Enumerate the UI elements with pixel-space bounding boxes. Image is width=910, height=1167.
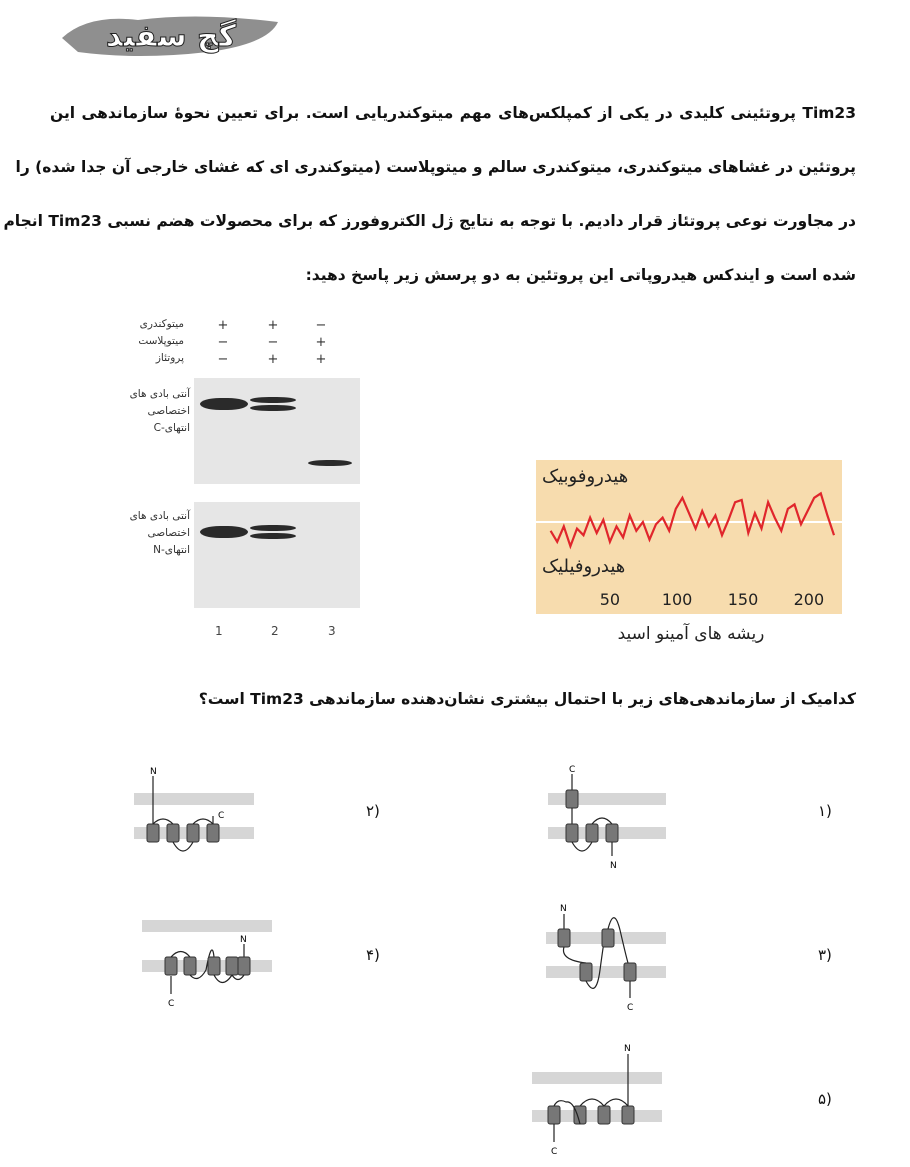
- x-axis-label: ریشه های آمینو اسید: [617, 624, 765, 644]
- band-lane2-c-upper: [250, 397, 296, 403]
- x-tick-label: 100: [661, 590, 693, 609]
- outer-membrane: [134, 793, 254, 805]
- helix: [565, 789, 579, 809]
- blot-row-label-mitochondria: میتوکندری: [139, 318, 184, 330]
- blot-row-label-mitoplast: میتوپلاست: [138, 335, 184, 347]
- lane-label-2: 2: [271, 624, 279, 638]
- n-terminal-antibody-label: آنتی بادی های اختصاصی انتهای-N: [129, 510, 190, 556]
- blot-sign: +: [315, 352, 327, 367]
- option-5-number[interactable]: ۵): [818, 1090, 832, 1108]
- option-1-number[interactable]: ۱): [818, 802, 832, 820]
- blot-sign: +: [315, 335, 327, 350]
- band-lane1-n: [200, 526, 248, 538]
- blot-sign: −: [217, 352, 229, 367]
- x-tick-label: 200: [793, 590, 825, 609]
- hydropathy-chart: هیدروفوبیک هیدروفیلیک 50 100 150 200 ریشه ه…: [536, 460, 846, 650]
- band-lane2-c-lower: [250, 405, 296, 411]
- n-terminus-label: N: [150, 767, 157, 777]
- lane-label-1: 1: [215, 624, 223, 638]
- intro-line-3: در مجاورت نوعی پروتئاز قرار دادیم. با تو…: [3, 212, 856, 230]
- logo-text: گچ سفید: [106, 18, 237, 54]
- blot-sign: +: [267, 352, 279, 367]
- option-3-diagram[interactable]: N C: [540, 900, 670, 1016]
- x-tick-label: 150: [727, 590, 759, 609]
- c-terminus-label: C: [569, 765, 575, 775]
- outer-membrane: [532, 1072, 662, 1084]
- c-terminus-label: C: [627, 1003, 633, 1013]
- blot-panel-n-terminal: [194, 502, 360, 608]
- c-terminus-label: C: [168, 999, 174, 1009]
- option-4-diagram[interactable]: C N: [136, 910, 276, 1014]
- blot-sign: +: [267, 318, 279, 333]
- option-3-number[interactable]: ۳): [818, 946, 832, 964]
- hydrophobic-label: هیدروفوبیک: [542, 466, 629, 487]
- outer-membrane: [142, 920, 272, 932]
- inner-membrane: [546, 966, 666, 978]
- option-2-number[interactable]: ۲): [366, 802, 380, 820]
- blot-sign: −: [315, 318, 327, 333]
- band-lane3-c: [308, 460, 352, 466]
- option-1-diagram[interactable]: C N: [540, 760, 670, 870]
- c-terminus-label: C: [551, 1147, 557, 1157]
- hydropathy-background: [536, 460, 842, 614]
- n-terminus-label: N: [624, 1044, 631, 1054]
- blot-row-label-protease: پروتئاز: [155, 352, 184, 364]
- c-terminal-antibody-label: آنتی بادی های اختصاصی انتهای-C: [129, 388, 190, 434]
- option-5-diagram[interactable]: N C: [528, 1040, 668, 1160]
- c-terminus-label: C: [218, 811, 224, 821]
- band-lane2-n-lower: [250, 533, 296, 539]
- blot-sign: −: [217, 335, 229, 350]
- hydrophilic-label: هیدروفیلیک: [542, 556, 626, 577]
- intro-line-1: Tim23 پروتئینی کلیدی در یکی از کمپلکس‌ها…: [50, 104, 856, 122]
- hydropathy-plot: [536, 491, 842, 550]
- option-4-number[interactable]: ۴): [366, 946, 380, 964]
- blot-sign: +: [217, 318, 229, 333]
- blot-panel-c-terminal: [194, 378, 360, 484]
- intro-line-2: پروتئین در غشاهای میتوکندری، میتوکندری س…: [15, 158, 856, 176]
- western-blot-figure: میتوکندری میتوپلاست پروتئاز + + − − − + …: [110, 312, 370, 652]
- band-lane1-c: [200, 398, 248, 410]
- site-logo: گچ سفید: [58, 8, 284, 62]
- x-tick-label: 50: [599, 590, 621, 609]
- hydropathy-series-line: [549, 491, 836, 550]
- option-2-diagram[interactable]: N C: [128, 760, 258, 870]
- question-text: کدامیک از سازماندهی‌های زیر با احتمال بی…: [198, 690, 856, 708]
- n-terminus-label: N: [560, 904, 567, 914]
- blot-sign: −: [267, 335, 279, 350]
- n-terminus-label: N: [240, 935, 247, 945]
- n-terminus-label: N: [610, 861, 617, 870]
- band-lane2-n-upper: [250, 525, 296, 531]
- intro-line-4: شده است و ایندکس هیدروپاتی این پروتئین ب…: [305, 266, 856, 284]
- intro-paragraph: Tim23 پروتئینی کلیدی در یکی از کمپلکس‌ها…: [3, 86, 856, 302]
- lane-label-3: 3: [328, 624, 336, 638]
